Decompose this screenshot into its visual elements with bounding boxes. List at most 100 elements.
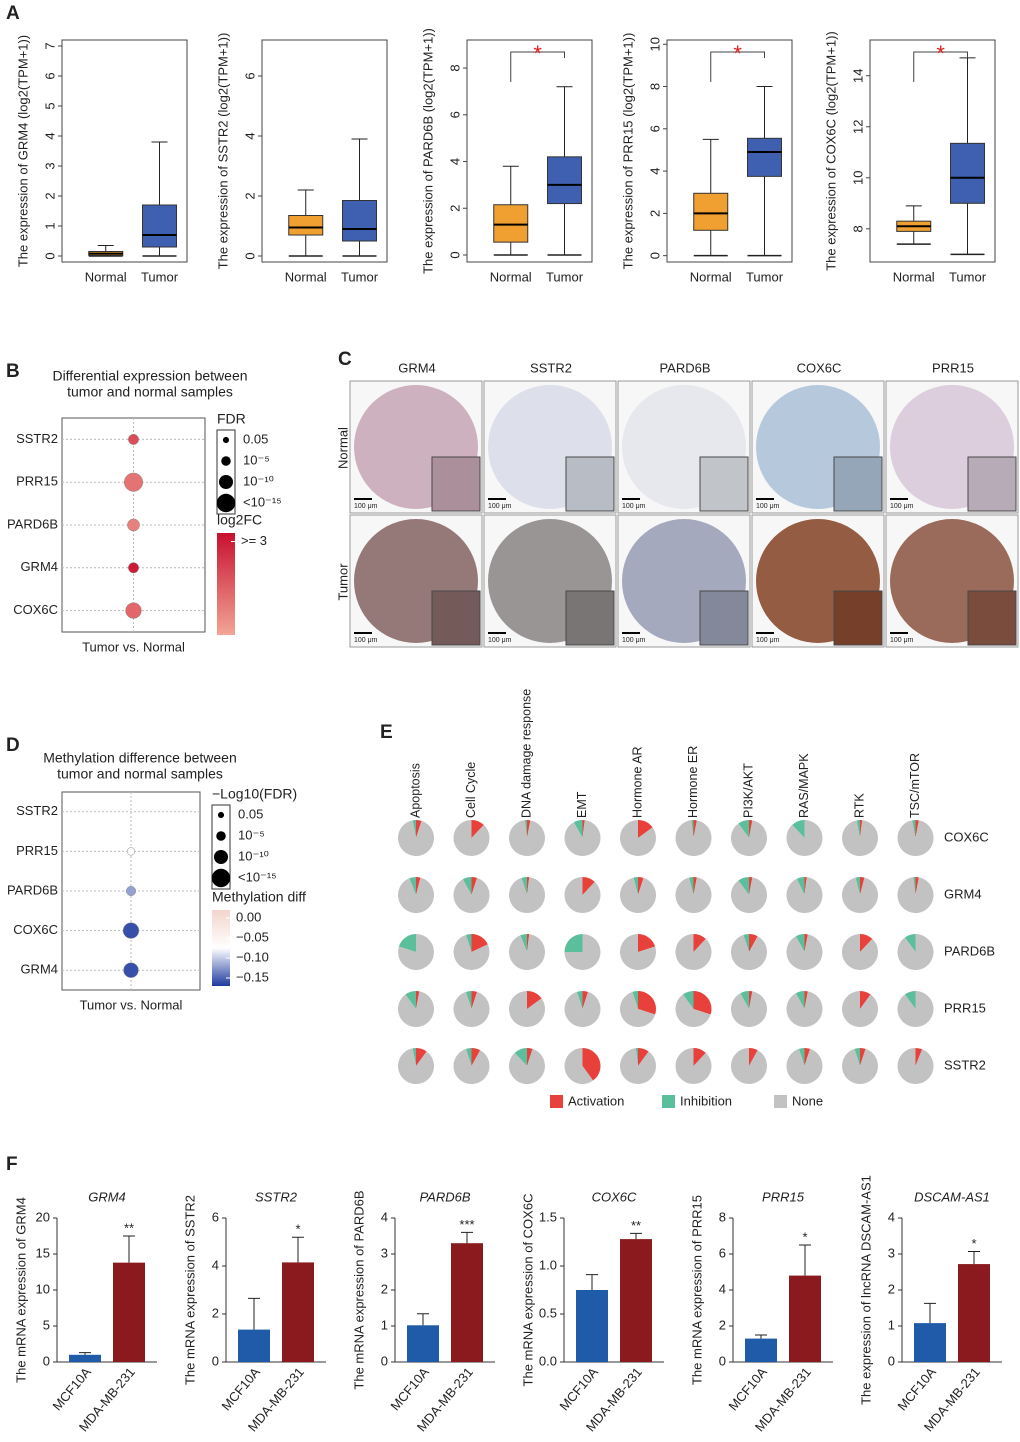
pie-slice: [465, 991, 472, 1009]
box: [950, 142, 985, 204]
column-label: EMT: [575, 791, 589, 818]
y-tick-label: 1.0: [539, 1257, 557, 1272]
scale-label: 100 μm: [890, 637, 914, 644]
y-tick-label: 4: [719, 1281, 726, 1296]
pie-slice: [509, 877, 546, 913]
legend-dot: [219, 475, 233, 489]
significance-bracket: [710, 51, 765, 82]
y-tick-label: 0: [888, 1353, 895, 1368]
y-tick-label: 6: [447, 111, 462, 118]
x-tick-label: MCF10A: [387, 1364, 432, 1413]
pie-slice: [915, 820, 919, 838]
pie-slice: [465, 1048, 472, 1066]
panel-label: C: [338, 349, 352, 370]
legend-dot: [211, 868, 231, 888]
pie-slice: [855, 877, 860, 895]
chart-title: SSTR2: [255, 1189, 298, 1204]
y-tick-label: 14: [850, 68, 865, 82]
error-bar: [586, 1274, 598, 1290]
legend-label: Activation: [568, 1093, 624, 1108]
scale-label: 100 μm: [488, 637, 512, 644]
bar: [620, 1239, 652, 1362]
box: [342, 200, 377, 242]
scale-label: 100 μm: [354, 503, 378, 510]
pie-slice: [749, 1048, 758, 1066]
bar: [113, 1262, 145, 1362]
plot-frame: [666, 39, 793, 263]
pie-slice: [582, 1048, 601, 1081]
legend-dot: [222, 436, 230, 444]
x-tick-label: Normal: [285, 269, 327, 284]
pie-slice: [514, 1048, 527, 1066]
pie-slice: [856, 820, 860, 838]
bar: [451, 1243, 483, 1362]
zoom-inset: [967, 590, 1017, 646]
scale-label: 100 μm: [622, 503, 646, 510]
pie-slice: [786, 934, 823, 971]
y-tick-label: PRR15: [16, 474, 58, 489]
chart-title: Methylation difference between: [43, 750, 237, 766]
pie-slice: [620, 934, 656, 970]
y-tick-label: 0: [647, 252, 662, 259]
chart-title: DSCAM-AS1: [914, 1189, 990, 1204]
box: [493, 204, 529, 243]
plot-frame: [261, 39, 388, 263]
y-tick-label: 15: [36, 1245, 50, 1260]
dot: [128, 562, 139, 574]
legend-label: 10⁻¹⁰: [243, 473, 274, 488]
y-axis-label: The mRNA expression of PRR15: [689, 1195, 704, 1385]
y-tick-label: 2: [212, 1305, 219, 1320]
pie-slice: [786, 1048, 823, 1085]
significance: *: [971, 1236, 976, 1251]
zoom-inset: [967, 456, 1017, 512]
x-tick-label: MCF10A: [556, 1364, 601, 1413]
zoom-inset: [699, 590, 749, 646]
colorbar-label: −0.15: [236, 969, 269, 984]
pie-slice: [804, 934, 808, 952]
row-label: SSTR2: [944, 1057, 986, 1072]
pie-slice: [416, 820, 422, 838]
pie-slice: [693, 877, 697, 895]
pie-slice: [398, 934, 416, 952]
zoom-inset: [431, 456, 481, 512]
row-label: COX6C: [944, 829, 989, 844]
dot: [126, 847, 136, 856]
pie-slice: [740, 991, 749, 1009]
pie-slice: [453, 934, 490, 970]
box: [547, 156, 582, 205]
pie-slice: [416, 1048, 427, 1066]
panel-label: F: [6, 1154, 18, 1175]
y-tick-label: 2: [42, 192, 57, 199]
column-label: COX6C: [797, 360, 842, 375]
y-tick-label: COX6C: [13, 602, 58, 617]
pie-slice: [638, 877, 644, 895]
scale-label: 100 μm: [756, 637, 780, 644]
box: [142, 204, 177, 248]
pie-slice: [693, 1048, 706, 1066]
error-bar: [123, 1235, 135, 1263]
y-tick-label: 2: [447, 205, 462, 212]
pie-slice: [730, 934, 767, 970]
pie-slice: [416, 877, 421, 895]
pie-slice: [471, 877, 478, 895]
pie-slice: [635, 1048, 638, 1066]
legend-frame: [216, 429, 236, 515]
error-bar: [924, 1302, 936, 1324]
colorbar-title: Methylation diff: [212, 889, 306, 905]
chart-title: GRM4: [88, 1189, 126, 1204]
pie-slice: [527, 991, 542, 1009]
box: [288, 215, 324, 236]
panel-label: E: [380, 722, 393, 743]
pie-slice: [471, 1048, 481, 1066]
y-tick-label: 0: [212, 1353, 219, 1368]
legend-label: None: [792, 1093, 823, 1108]
pie-slice: [860, 991, 871, 1009]
y-tick-label: PRR15: [16, 843, 58, 858]
pie-slice: [682, 991, 694, 1009]
y-tick-label: 4: [447, 158, 462, 165]
pie-slice: [412, 820, 416, 838]
scale-label: 100 μm: [488, 503, 512, 510]
pie-slice: [693, 820, 697, 838]
plot-frame: [466, 39, 593, 263]
y-tick-label: 2: [381, 1281, 388, 1296]
